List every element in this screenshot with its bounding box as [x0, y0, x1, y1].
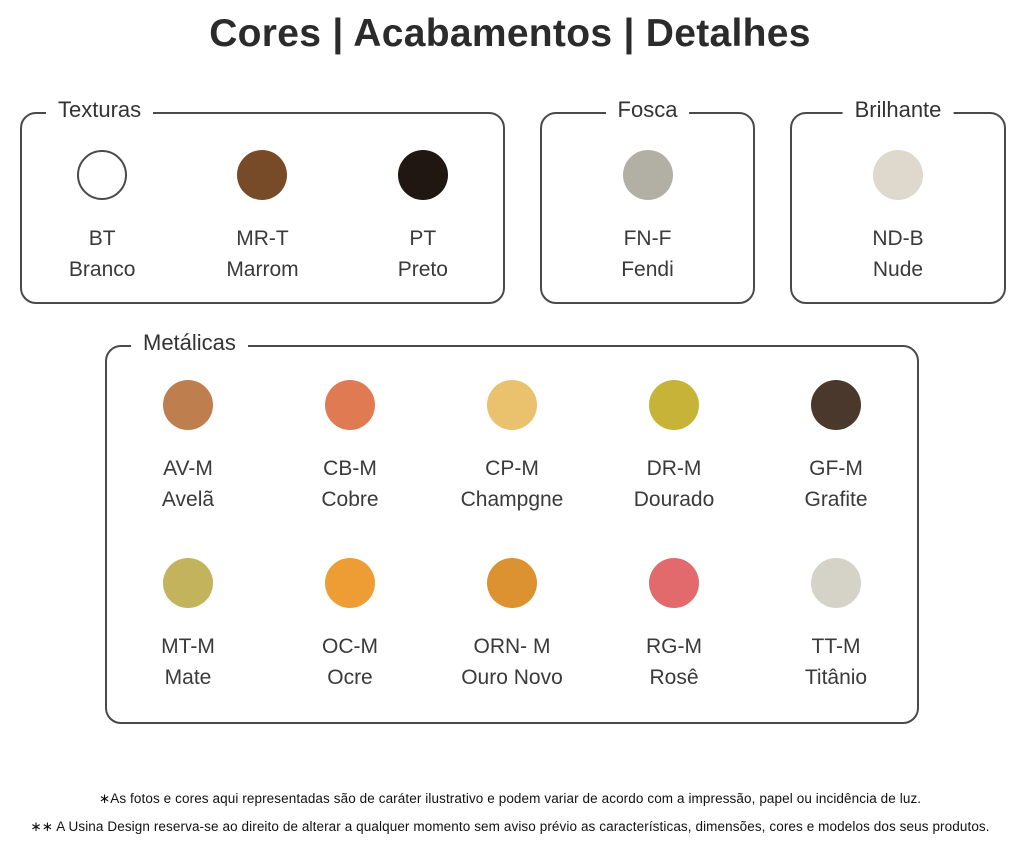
metalicas-row-1: AV-M Avelã CB-M Cobre CP-M Champgne DR-M…: [107, 380, 917, 513]
swatch-ttm-color-dot: [811, 558, 861, 608]
swatch-name: Avelã: [161, 488, 215, 511]
swatch-gfm-grafite: GF-M Grafite: [755, 380, 917, 513]
group-metalicas: Metálicas AV-M Avelã CB-M Cobre CP-M Cha…: [105, 330, 919, 724]
texturas-swatch-row: BT Branco MR-T Marrom PT Preto: [22, 150, 503, 283]
swatch-rgm-rose: RG-M Rosê: [593, 558, 755, 691]
swatch-code: TT-M: [811, 635, 861, 658]
swatch-code: FN-F: [623, 227, 672, 250]
group-fosca: Fosca FN-F Fendi: [540, 97, 755, 304]
swatch-name: Mate: [164, 666, 212, 689]
swatch-cbm-cobre: CB-M Cobre: [269, 380, 431, 513]
swatch-fnf-color-dot: [622, 150, 673, 200]
swatch-code: ORN- M: [473, 635, 551, 658]
swatch-name: Marrom: [226, 258, 299, 281]
metalicas-row-2: MT-M Mate OC-M Ocre ORN- M Ouro Novo RG-…: [107, 558, 917, 691]
swatch-name: Cobre: [321, 488, 379, 511]
swatch-name: Rosê: [649, 666, 699, 689]
swatch-code: CB-M: [323, 457, 377, 480]
fosca-swatch-row: FN-F Fendi: [542, 150, 753, 283]
group-metalicas-label: Metálicas: [131, 330, 248, 356]
swatch-name: Nude: [872, 258, 924, 281]
swatch-cbm-color-dot: [325, 380, 375, 430]
group-fosca-label: Fosca: [605, 97, 690, 123]
swatch-name: Ocre: [327, 666, 373, 689]
swatch-avm-avela: AV-M Avelã: [107, 380, 269, 513]
swatch-name: Titânio: [804, 666, 868, 689]
swatch-name: Grafite: [804, 488, 868, 511]
swatch-pt-preto: PT Preto: [343, 150, 503, 283]
brilhante-swatch-row: ND-B Nude: [792, 150, 1004, 283]
swatch-mtm-mate: MT-M Mate: [107, 558, 269, 691]
swatch-name: Ouro Novo: [461, 666, 563, 689]
swatch-ornm-ouro-novo: ORN- M Ouro Novo: [431, 558, 593, 691]
swatch-drm-color-dot: [649, 380, 699, 430]
footnote-illustrative: ∗As fotos e cores aqui representadas são…: [98, 791, 922, 806]
swatch-code: CP-M: [485, 457, 539, 480]
swatch-mrt-color-dot: [237, 150, 288, 200]
swatch-code: OC-M: [322, 635, 378, 658]
group-brilhante-label: Brilhante: [842, 97, 954, 123]
swatch-code: MT-M: [161, 635, 215, 658]
swatch-code: DR-M: [646, 457, 702, 480]
swatch-rgm-color-dot: [649, 558, 699, 608]
swatch-code: AV-M: [163, 457, 213, 480]
page-title: Cores | Acabamentos | Detalhes: [209, 12, 811, 55]
group-texturas-label: Texturas: [46, 97, 154, 123]
group-texturas: Texturas BT Branco MR-T Marrom PT Preto: [20, 97, 505, 304]
swatch-name: Dourado: [633, 488, 715, 511]
swatch-gfm-color-dot: [811, 380, 861, 430]
footnote-rights: ∗∗ A Usina Design reserva-se ao direito …: [30, 819, 990, 834]
group-brilhante: Brilhante ND-B Nude: [790, 97, 1006, 304]
swatch-ocm-color-dot: [325, 558, 375, 608]
swatch-name: Fendi: [621, 258, 674, 281]
swatch-mtm-color-dot: [163, 558, 213, 608]
swatch-ttm-titanio: TT-M Titânio: [755, 558, 917, 691]
swatch-code: MR-T: [236, 227, 289, 250]
swatch-bt-branco: BT Branco: [22, 150, 182, 283]
swatch-ocm-ocre: OC-M Ocre: [269, 558, 431, 691]
swatch-cpm-color-dot: [487, 380, 537, 430]
swatch-bt-color-dot: [77, 150, 128, 200]
swatch-ndb-color-dot: [873, 150, 923, 200]
swatch-name: Branco: [68, 258, 136, 281]
swatch-code: RG-M: [646, 635, 702, 658]
swatch-ndb-nude: ND-B Nude: [792, 150, 1004, 283]
swatch-cpm-champgne: CP-M Champgne: [431, 380, 593, 513]
swatch-fnf-fendi: FN-F Fendi: [542, 150, 753, 283]
swatch-avm-color-dot: [163, 380, 213, 430]
swatch-ornm-color-dot: [487, 558, 537, 608]
swatch-code: ND-B: [872, 227, 924, 250]
swatch-code: GF-M: [809, 457, 863, 480]
swatch-code: PT: [409, 227, 437, 250]
swatch-mrt-marrom: MR-T Marrom: [182, 150, 342, 283]
swatch-name: Preto: [397, 258, 448, 281]
swatch-pt-color-dot: [397, 150, 448, 200]
swatch-name: Champgne: [460, 488, 564, 511]
swatch-code: BT: [88, 227, 116, 250]
swatch-drm-dourado: DR-M Dourado: [593, 380, 755, 513]
